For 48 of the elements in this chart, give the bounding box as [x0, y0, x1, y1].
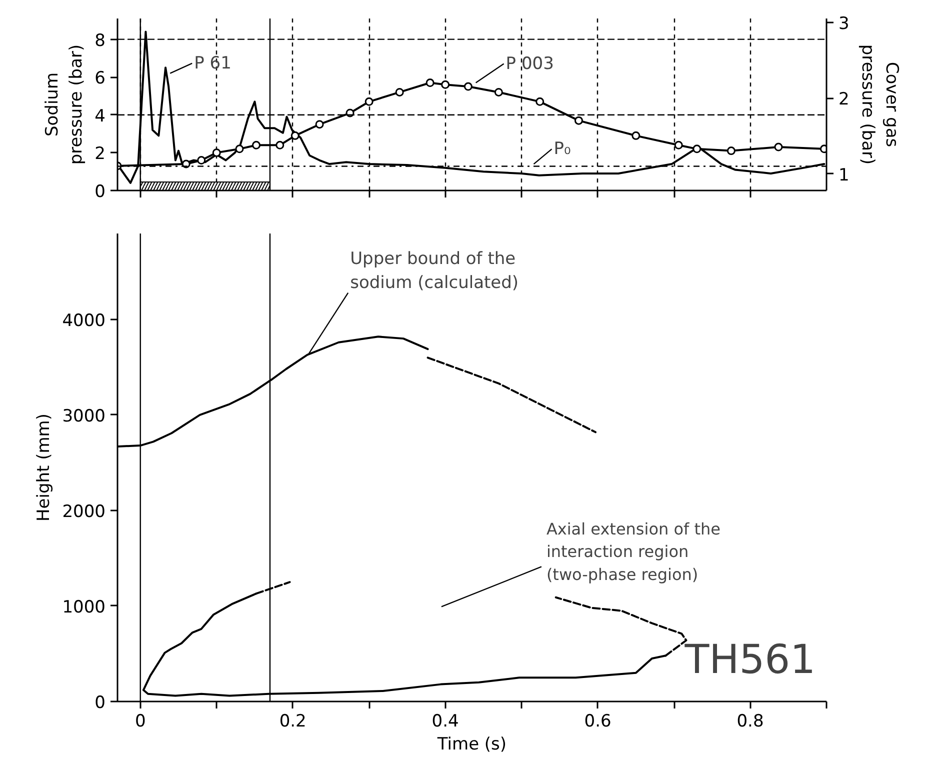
y-tick-label: 0: [94, 182, 106, 202]
y-tick-label: 6: [94, 68, 106, 89]
point: [197, 156, 206, 164]
point: [290, 131, 300, 140]
x-tick-label: 0.4: [432, 712, 459, 732]
point: [395, 88, 404, 96]
annotation: TH561: [684, 636, 816, 683]
point: [726, 146, 736, 156]
y-tick-label: 4000: [62, 310, 106, 331]
point: [494, 88, 503, 96]
annotation: Upper bound of the sodium (calculated): [350, 248, 519, 293]
annotation: P 61: [194, 53, 232, 74]
point: [441, 80, 450, 89]
point: [212, 148, 221, 157]
point: [235, 144, 244, 154]
point: [574, 116, 583, 125]
point: [674, 140, 683, 150]
y-axis-title: Height (mm): [34, 413, 54, 522]
y2-axis-title: Cover gas pressure (bar): [857, 44, 902, 165]
point: [774, 142, 783, 152]
y2-tick-label: 2: [838, 90, 850, 110]
y-tick-label: 3000: [62, 406, 106, 426]
y-tick-label: 0: [94, 693, 106, 713]
x-tick-label: 0.2: [279, 712, 306, 732]
x-axis-title: Time (s): [436, 734, 507, 754]
y-axis-title: Sodium pressure (bar): [42, 44, 87, 165]
y-tick-label: 2: [94, 144, 106, 164]
point: [692, 144, 702, 154]
y-tick-label: 1000: [62, 597, 106, 618]
x-tick-label: 0: [134, 712, 146, 732]
y-tick-label: 2000: [62, 502, 106, 522]
point: [632, 131, 640, 140]
y-tick-label: 4: [94, 106, 106, 126]
point: [426, 78, 434, 88]
annotation: P 003: [506, 54, 554, 74]
point: [315, 120, 324, 129]
point: [252, 140, 260, 150]
point: [364, 97, 374, 106]
x-tick-label: 0.6: [584, 712, 612, 732]
y2-tick-label: 3: [838, 14, 850, 34]
x-tick-label: 0.8: [736, 712, 764, 732]
annotation: Axial extension of the interaction region (two-phase region): [546, 519, 720, 584]
y-tick-label: 8: [94, 30, 106, 51]
annotation: P₀: [554, 139, 572, 160]
y2-tick-label: 1: [838, 165, 850, 186]
point: [464, 82, 472, 91]
point: [276, 140, 284, 150]
point: [536, 97, 544, 106]
